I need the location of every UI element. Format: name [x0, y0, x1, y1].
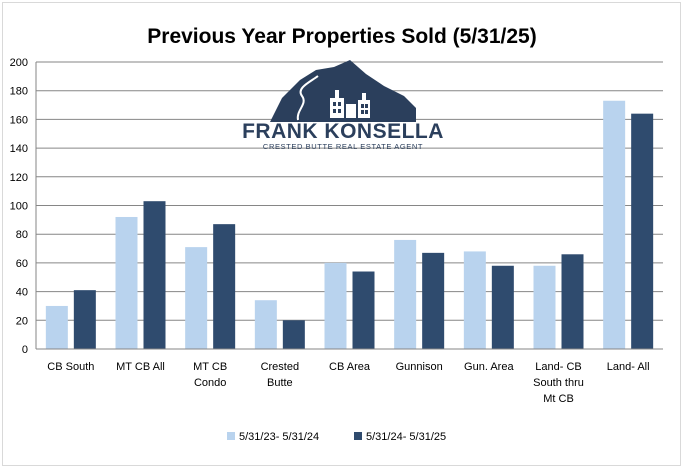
bar-series2	[352, 271, 375, 349]
y-tick-label: 140	[10, 143, 28, 155]
mountain-silhouette	[270, 60, 416, 122]
chart-title: Previous Year Properties Sold (5/31/25)	[147, 25, 536, 48]
bar-series2	[491, 265, 514, 349]
x-category-label: CB South	[47, 361, 94, 373]
y-tick-label: 160	[10, 114, 28, 126]
bar-series1	[394, 239, 417, 349]
y-tick-label: 60	[16, 258, 28, 270]
y-tick-label: 100	[10, 201, 28, 213]
bar-series2	[282, 320, 305, 349]
x-category-label: Mt CB	[543, 393, 574, 405]
logo-name: FRANK KONSELLA	[242, 120, 444, 143]
x-category-label: Gunnison	[396, 361, 443, 373]
bar-series2	[422, 252, 445, 349]
logo-tagline: CRESTED BUTTE REAL ESTATE AGENT	[263, 142, 423, 151]
bar-series1	[533, 265, 556, 349]
bar-series1	[45, 305, 68, 349]
x-category-label: Butte	[267, 377, 293, 389]
bar-series2	[73, 290, 96, 349]
bar-series2	[561, 254, 584, 349]
y-axis-ticks: 0 20 40 60 80 100 120 140 160 180 200	[10, 57, 28, 356]
x-category-label: MT CB All	[116, 361, 165, 373]
y-tick-label: 120	[10, 172, 28, 184]
x-category-label: Crested	[261, 361, 300, 373]
bar-series2	[143, 201, 166, 349]
legend-swatch	[227, 432, 235, 440]
bar-series1	[324, 262, 347, 349]
x-category-label: MT CB	[193, 361, 227, 373]
y-tick-label: 180	[10, 86, 28, 98]
y-tick-label: 0	[22, 344, 28, 356]
y-tick-label: 40	[16, 287, 28, 299]
legend-swatch	[354, 432, 362, 440]
y-tick-label: 200	[10, 57, 28, 69]
bar-series1	[463, 251, 486, 349]
y-tick-label: 20	[16, 315, 28, 327]
x-axis-labels: CB South MT CB All MT CB Condo Crested Butte C…	[47, 361, 649, 405]
x-category-label: South thru	[533, 377, 584, 389]
bar-series1	[185, 247, 208, 349]
bar-series1	[115, 216, 138, 349]
bar-series1	[603, 100, 626, 350]
building-windows	[333, 102, 368, 114]
x-category-label: Land- All	[607, 361, 650, 373]
bar-series2	[213, 224, 236, 349]
x-category-label: Gun. Area	[464, 361, 514, 373]
legend-label: 5/31/24- 5/31/25	[366, 431, 446, 443]
x-category-label: Condo	[194, 377, 226, 389]
winding-road	[296, 75, 319, 121]
x-category-label: CB Area	[329, 361, 371, 373]
bar-series1	[254, 300, 277, 349]
bars	[45, 100, 654, 350]
bar-series2	[631, 113, 654, 349]
x-category-label: Land- CB	[535, 361, 581, 373]
brand-logo: FRANK KONSELLA CRESTED BUTTE REAL ESTATE…	[242, 60, 444, 151]
y-tick-label: 80	[16, 229, 28, 241]
legend-label: 5/31/23- 5/31/24	[239, 431, 319, 443]
legend: 5/31/23- 5/31/24 5/31/24- 5/31/25	[227, 431, 446, 443]
